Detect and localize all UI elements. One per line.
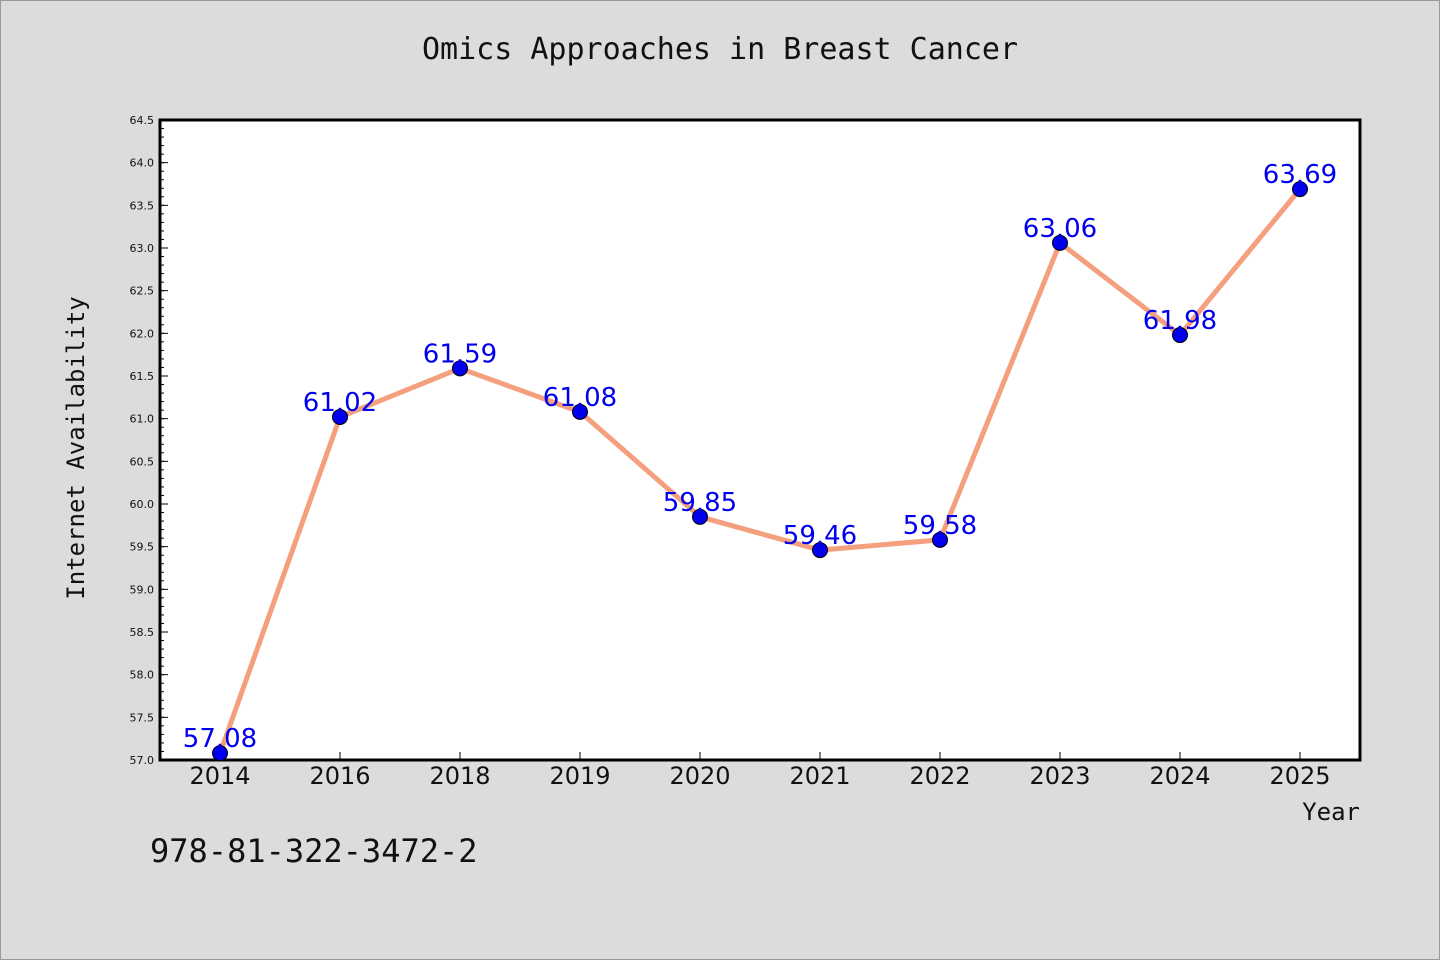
x-tick-label: 2018	[429, 762, 490, 790]
y-tick-label: 59.0	[130, 583, 155, 596]
data-point	[1292, 181, 1308, 198]
x-tick-label: 2014	[189, 762, 250, 790]
y-tick-label: 64.0	[130, 157, 155, 170]
data-point	[812, 542, 828, 559]
x-tick-label: 2020	[669, 762, 730, 790]
plot-border	[158, 118, 1362, 762]
isbn-text: 978-81-322-3472-2	[150, 832, 478, 870]
data-point	[452, 360, 468, 377]
x-tick-label: 2024	[1149, 762, 1210, 790]
x-tick-label: 2019	[549, 762, 610, 790]
y-tick-label: 59.5	[130, 541, 155, 554]
y-tick-label: 60.0	[130, 498, 155, 511]
data-label: 61.98	[1143, 306, 1217, 336]
y-axis-label: Internet Availability	[62, 296, 90, 599]
data-point	[1052, 234, 1068, 251]
y-tick-label: 63.0	[130, 242, 155, 255]
data-point	[212, 745, 228, 762]
plot-area	[160, 120, 1360, 760]
data-point	[332, 408, 348, 425]
data-point	[572, 403, 588, 420]
data-label: 63.69	[1263, 160, 1337, 190]
x-tick-label: 2021	[789, 762, 850, 790]
x-tick-label: 2023	[1029, 762, 1090, 790]
y-tick-label: 61.0	[130, 413, 155, 426]
data-label: 63.06	[1023, 214, 1097, 244]
y-tick-label: 62.5	[130, 285, 155, 298]
series-line	[217, 186, 1303, 756]
y-tick-label: 62.0	[130, 327, 155, 340]
y-tick-label: 63.5	[130, 199, 155, 212]
x-tick-label: 2022	[909, 762, 970, 790]
y-tick-label: 61.5	[130, 370, 155, 383]
data-label: 59.46	[783, 521, 857, 551]
data-point	[932, 531, 948, 548]
data-label: 59.58	[903, 511, 977, 541]
data-point	[1172, 327, 1188, 344]
x-tick-label: 2025	[1269, 762, 1330, 790]
y-tick-label: 60.5	[130, 455, 155, 468]
y-tick-label: 57.0	[130, 754, 155, 767]
y-tick-label: 58.0	[130, 669, 155, 682]
data-point	[692, 508, 708, 525]
y-tick-label: 57.5	[130, 711, 155, 724]
data-label: 61.59	[423, 339, 497, 369]
y-tick-label: 58.5	[130, 626, 155, 639]
data-label: 57.08	[183, 724, 257, 754]
data-label: 59.85	[663, 488, 737, 518]
y-tick-label: 64.5	[130, 114, 155, 127]
x-tick-label: 2016	[309, 762, 370, 790]
chart-title: Omics Approaches in Breast Cancer	[421, 32, 1019, 67]
x-axis-label: Year	[1302, 798, 1360, 826]
data-label: 61.02	[303, 388, 377, 418]
data-label: 61.08	[543, 383, 617, 413]
